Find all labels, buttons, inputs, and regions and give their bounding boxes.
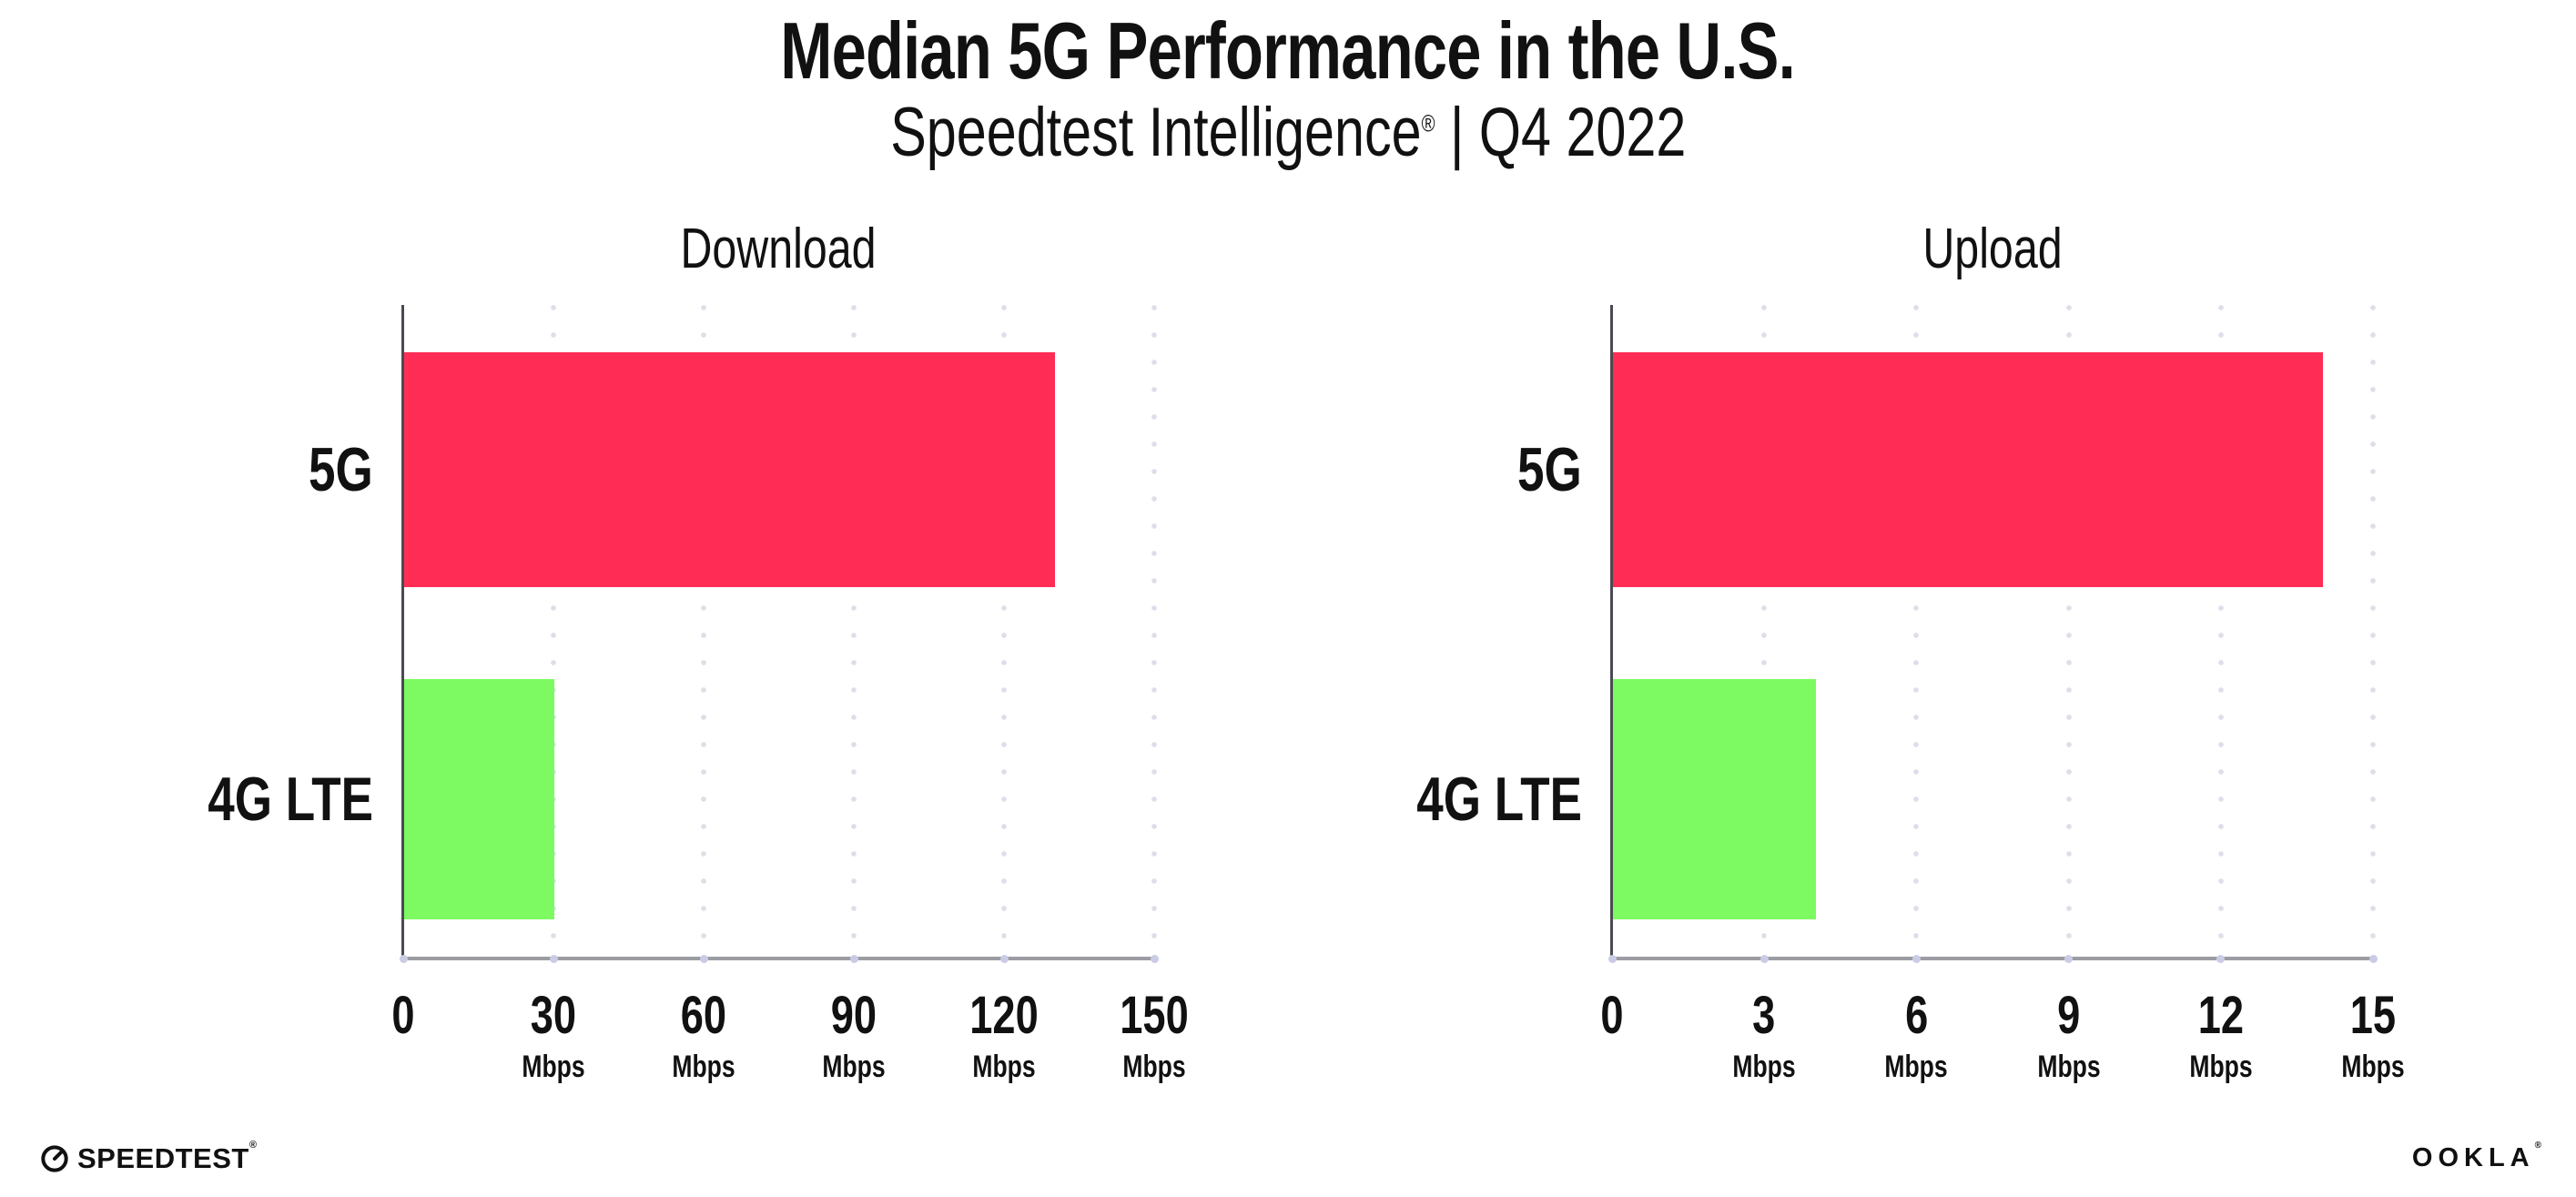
tick-label: 30 Mbps — [513, 986, 594, 1084]
tick-number: 9 — [2057, 986, 2081, 1045]
tick-dot — [849, 954, 858, 963]
ookla-logo: OOKLA® — [2411, 1141, 2541, 1173]
tick-label: 60 Mbps — [664, 986, 745, 1084]
tick-label: 120 Mbps — [960, 986, 1049, 1084]
speedtest-trademark-icon: ® — [248, 1140, 258, 1151]
gridline — [851, 305, 857, 959]
tick-dot — [1150, 954, 1159, 963]
gridline — [1913, 305, 1920, 959]
tick-unit: Mbps — [2341, 1050, 2405, 1084]
plot-area-upload: 0 3 Mbps 6 Mbps 9 Mbps 12 Mbps 15 Mbps 5G 4G LTE — [1416, 305, 2405, 1082]
tick-dot — [399, 954, 408, 963]
plot-title-download: Download — [680, 218, 877, 280]
tick-number: 0 — [391, 986, 415, 1045]
tick-unit: Mbps — [822, 1050, 886, 1084]
chart-title: Median 5G Performance in the U.S. — [0, 11, 2576, 91]
subtitle-brand: Speedtest Intelligence — [889, 94, 1422, 171]
tick-label: 9 Mbps — [2028, 986, 2109, 1084]
tick-label: 150 Mbps — [1111, 986, 1199, 1084]
gauge-icon — [41, 1145, 68, 1172]
tick-unit: Mbps — [2036, 1050, 2101, 1084]
tick-number: 6 — [1904, 986, 1928, 1045]
gridline — [2217, 305, 2224, 959]
tick-dot — [699, 954, 708, 963]
tick-dot — [1912, 954, 1921, 963]
plot-title-upload: Upload — [1922, 218, 2063, 280]
tick-label: 12 Mbps — [2180, 986, 2261, 1084]
bar-4g-lte — [404, 679, 554, 919]
gridline — [1761, 305, 1768, 959]
bar-5g — [1613, 352, 2324, 587]
ookla-wordmark: OOKLA — [2411, 1143, 2535, 1172]
subtitle-period: | Q4 2022 — [1435, 94, 1687, 171]
tick-unit: Mbps — [2189, 1050, 2253, 1084]
tick-unit: Mbps — [1884, 1050, 1949, 1084]
tick-label: 0 — [389, 989, 418, 1042]
bar-4g-lte — [1613, 679, 1816, 919]
tick-number: 15 — [2349, 986, 2397, 1045]
tick-dot — [999, 954, 1009, 963]
tick-label: 3 Mbps — [1724, 986, 1805, 1084]
chart-title-text: Median 5G Performance in the U.S. — [780, 5, 1797, 96]
chart-subtitle: Speedtest Intelligence® | Q4 2022 — [0, 98, 2576, 167]
category-label-4g-lte: 4G LTE — [1416, 765, 1582, 834]
tick-number: 150 — [1120, 986, 1189, 1045]
plot-area-download: 0 30 Mbps 60 Mbps 90 Mbps 120 Mbps 150 Mbps 5G 4G LT… — [208, 305, 1189, 1082]
x-axis-line — [1610, 957, 2373, 960]
gridline — [2370, 305, 2376, 959]
tick-dot — [2368, 954, 2378, 963]
gridline — [551, 305, 556, 959]
tick-label: 15 Mbps — [2333, 986, 2414, 1084]
speedtest-wordmark: SPEEDTEST® — [77, 1140, 258, 1175]
y-axis-line — [1610, 305, 1613, 959]
tick-label: 6 Mbps — [1876, 986, 1957, 1084]
tick-number: 90 — [830, 986, 877, 1045]
tick-dot — [2216, 954, 2226, 963]
registered-mark: ® — [1421, 109, 1435, 137]
tick-number: 60 — [680, 986, 727, 1045]
category-label-4g-lte: 4G LTE — [208, 765, 373, 834]
tick-dot — [1760, 954, 1769, 963]
tick-dot — [549, 954, 558, 963]
speedtest-logo: SPEEDTEST® — [40, 1140, 258, 1175]
tick-dot — [2064, 954, 2074, 963]
gridline — [701, 305, 706, 959]
category-label-5g: 5G — [1517, 435, 1582, 504]
y-axis-line — [401, 305, 404, 959]
x-axis-line — [401, 957, 1154, 960]
tick-unit: Mbps — [1122, 1050, 1186, 1084]
tick-unit: Mbps — [1732, 1050, 1796, 1084]
tick-unit: Mbps — [672, 1050, 735, 1084]
tick-number: 120 — [969, 986, 1039, 1045]
tick-number: 3 — [1752, 986, 1776, 1045]
bar-5g — [404, 352, 1055, 587]
tick-unit: Mbps — [522, 1050, 585, 1084]
gridline — [1001, 305, 1007, 959]
tick-unit: Mbps — [972, 1050, 1036, 1084]
gridline — [2065, 305, 2072, 959]
tick-number: 30 — [530, 986, 577, 1045]
tick-label: 90 Mbps — [814, 986, 895, 1084]
gridline — [1151, 305, 1157, 959]
category-label-5g: 5G — [309, 435, 373, 504]
tick-number: 12 — [2197, 986, 2244, 1045]
tick-label: 0 — [1597, 989, 1627, 1042]
tick-dot — [1607, 954, 1617, 963]
chart-header: Median 5G Performance in the U.S. Speedt… — [0, 11, 2576, 167]
tick-number: 0 — [1600, 986, 1624, 1045]
ookla-registered-mark-icon: ® — [2534, 1141, 2541, 1151]
